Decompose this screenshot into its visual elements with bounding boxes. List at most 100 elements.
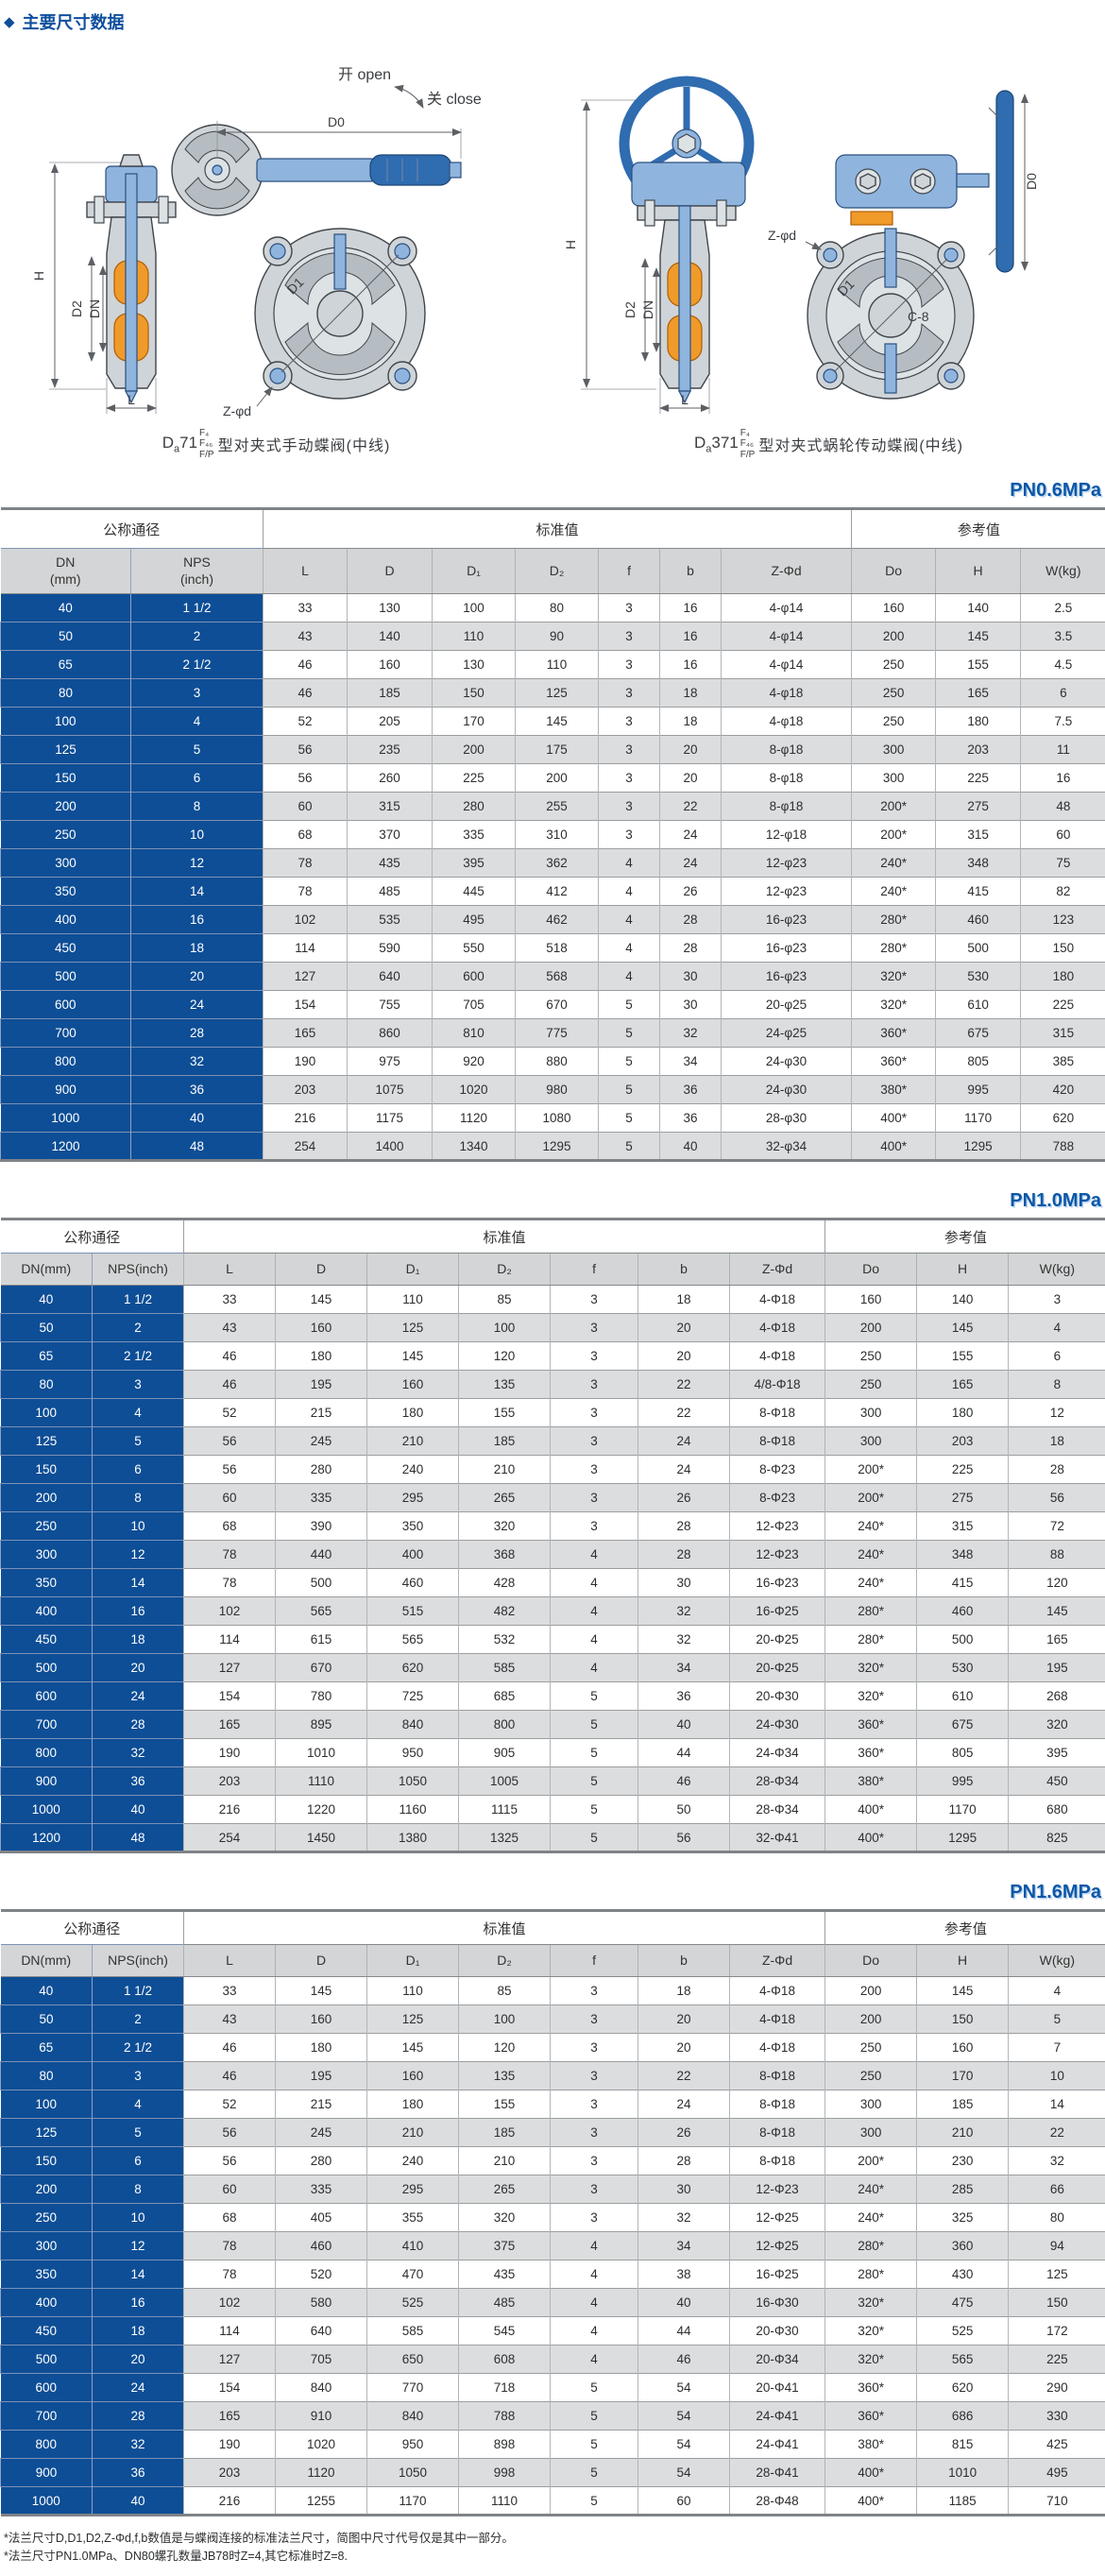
manual-valve-drawing: H D2 DN xyxy=(0,42,552,465)
nps-value: 48 xyxy=(131,1133,264,1161)
dimension-value: 3 xyxy=(551,1456,638,1484)
col-b: b xyxy=(638,1945,730,1977)
col-l: L xyxy=(184,1254,276,1286)
dimension-value: 415 xyxy=(917,1569,1009,1597)
dimension-value: 3 xyxy=(551,2005,638,2034)
dimension-value: 5 xyxy=(599,991,660,1019)
dimension-value: 3 xyxy=(599,708,660,736)
dimension-value: 18 xyxy=(638,1286,730,1314)
dimension-value: 145 xyxy=(276,1977,367,2005)
dimension-value: 225 xyxy=(1009,2346,1105,2374)
dimension-value: 102 xyxy=(264,906,348,934)
dimension-value: 255 xyxy=(516,793,599,821)
dimension-value: 1020 xyxy=(276,2431,367,2459)
dimension-value: 80 xyxy=(1009,2204,1105,2232)
dimension-value: 125 xyxy=(1009,2260,1105,2289)
dimension-value: 216 xyxy=(184,1796,276,1824)
col-b: b xyxy=(638,1254,730,1286)
dimension-value: 810 xyxy=(433,1019,516,1048)
dimension-value: 33 xyxy=(184,1977,276,2005)
dimension-value: 395 xyxy=(1009,1739,1105,1767)
dimension-value: 32-Φ41 xyxy=(730,1824,825,1852)
dimension-value: 205 xyxy=(348,708,433,736)
dimension-value: 718 xyxy=(459,2374,551,2402)
dimension-value: 950 xyxy=(367,1739,459,1767)
dimension-value: 650 xyxy=(367,2346,459,2374)
dimension-value: 203 xyxy=(184,2459,276,2487)
col-do: Do xyxy=(825,1254,917,1286)
dimension-value: 20 xyxy=(660,736,722,764)
dimension-value: 14 xyxy=(1009,2090,1105,2119)
dimension-value: 200* xyxy=(852,821,936,849)
dimension-value: 590 xyxy=(348,934,433,963)
dn-value: 900 xyxy=(1,1076,131,1104)
dimension-value: 56 xyxy=(264,764,348,793)
dimension-value: 425 xyxy=(1009,2431,1105,2459)
dimension-value: 400* xyxy=(825,2459,917,2487)
dimension-value: 290 xyxy=(1009,2374,1105,2402)
dn-value: 500 xyxy=(1,963,131,991)
dimension-value: 1400 xyxy=(348,1133,433,1161)
col-nps: NPS(inch) xyxy=(93,1254,184,1286)
dimension-value: 250 xyxy=(852,679,936,708)
dimension-value: 280* xyxy=(852,934,936,963)
dimension-value: 3 xyxy=(599,679,660,708)
dimension-value: 405 xyxy=(276,2204,367,2232)
nps-value: 16 xyxy=(93,2289,184,2317)
dimension-value: 250 xyxy=(825,2062,917,2090)
nps-value: 2 xyxy=(131,623,264,651)
dimension-value: 145 xyxy=(917,1977,1009,2005)
dimension-value: 4 xyxy=(551,2289,638,2317)
dimension-value: 585 xyxy=(459,1654,551,1682)
dimension-value: 360* xyxy=(852,1048,936,1076)
dimension-value: 950 xyxy=(367,2431,459,2459)
dimension-value: 180 xyxy=(276,1342,367,1371)
dimension-value: 200 xyxy=(433,736,516,764)
dimension-value: 145 xyxy=(367,2034,459,2062)
dimension-value: 975 xyxy=(348,1048,433,1076)
dimension-value: 285 xyxy=(917,2175,1009,2204)
dimension-value: 20-φ25 xyxy=(722,991,852,1019)
dimension-value: 160 xyxy=(825,1286,917,1314)
dimension-value: 180 xyxy=(1021,963,1105,991)
dimension-value: 475 xyxy=(917,2289,1009,2317)
dimension-value: 580 xyxy=(276,2289,367,2317)
gear-shaft xyxy=(957,174,989,187)
col-h: H xyxy=(917,1945,1009,1977)
dimension-value: 385 xyxy=(1021,1048,1105,1076)
dn-value: 250 xyxy=(1,1512,93,1541)
dn-value: 150 xyxy=(1,2147,93,2175)
dimension-value: 360* xyxy=(825,1739,917,1767)
nps-value: 16 xyxy=(131,906,264,934)
dn-value: 400 xyxy=(1,2289,93,2317)
dn-value: 150 xyxy=(1,764,131,793)
dimension-value: 10 xyxy=(1009,2062,1105,2090)
dimension-value: 315 xyxy=(1021,1019,1105,1048)
dimension-value: 675 xyxy=(936,1019,1021,1048)
dimension-value: 4 xyxy=(1009,1314,1105,1342)
dimension-value: 725 xyxy=(367,1682,459,1711)
dimension-value: 7 xyxy=(1009,2034,1105,2062)
nps-value: 10 xyxy=(131,821,264,849)
dimension-value: 160 xyxy=(917,2034,1009,2062)
dimension-value: 362 xyxy=(516,849,599,878)
dimension-value: 160 xyxy=(276,2005,367,2034)
dimension-value: 4 xyxy=(599,849,660,878)
dimension-value: 1010 xyxy=(917,2459,1009,2487)
dimension-value: 154 xyxy=(184,1682,276,1711)
dimension-value: 360* xyxy=(825,1711,917,1739)
dimension-value: 675 xyxy=(917,1711,1009,1739)
nps-value: 20 xyxy=(131,963,264,991)
dimension-value: 254 xyxy=(264,1133,348,1161)
